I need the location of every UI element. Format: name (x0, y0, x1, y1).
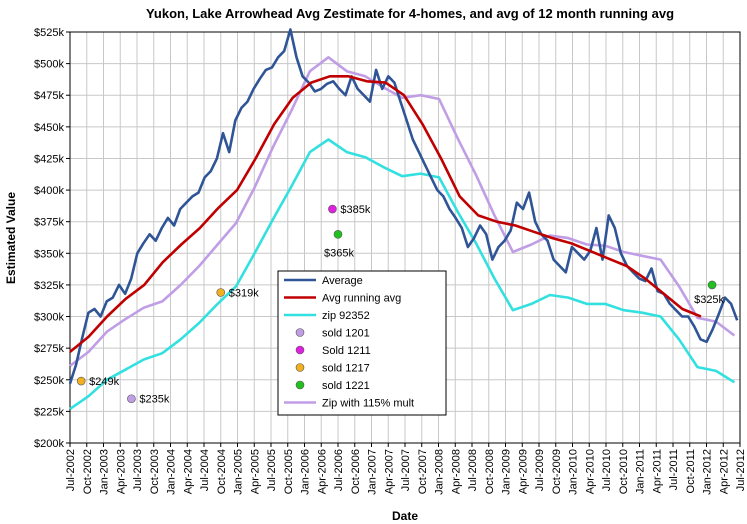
y-tick-label: $450k (34, 122, 64, 134)
x-tick-label: Jul-2004 (199, 449, 211, 491)
sold-point-label: $319k (229, 288, 259, 300)
chart-title: Yukon, Lake Arrowhead Avg Zestimate for … (146, 6, 674, 21)
x-tick-label: Oct-2005 (283, 449, 295, 494)
y-tick-label: $250k (34, 375, 64, 387)
sold-point-marker (127, 394, 136, 404)
sold-point-label: $249k (89, 376, 119, 388)
x-tick-label: Oct-2006 (350, 449, 362, 494)
x-tick-label: Oct-2010 (618, 449, 630, 494)
x-tick-label: Jul-2005 (266, 449, 278, 491)
sold-point-marker (216, 288, 226, 297)
legend: Average Avg running avg zip 92352 sold 1201… (277, 270, 447, 416)
y-tick-label: $275k (34, 343, 64, 355)
x-tick-label: Apr-2007 (383, 449, 395, 494)
x-tick-label: Jul-2002 (65, 449, 77, 491)
series-line-zip-92352 (69, 138, 736, 410)
x-tick-label: Jul-2006 (333, 449, 345, 491)
x-tick-label: Oct-2008 (484, 449, 496, 494)
y-tick-label: $350k (34, 248, 64, 260)
x-tick-label: Apr-2011 (651, 449, 663, 493)
legend-label: Sold 1211 (322, 345, 371, 357)
sold-point-label: $365k (324, 247, 354, 259)
x-tick-label: Apr-2012 (718, 449, 730, 494)
legend-label: Average (322, 275, 363, 287)
x-tick-label: Jan-2006 (300, 449, 312, 495)
x-tick-label: Jan-2011 (635, 449, 647, 494)
x-tick-label: Oct-2007 (417, 449, 429, 494)
series-line-avg-running-avg (69, 75, 702, 353)
y-tick-label: $300k (34, 312, 64, 324)
x-tick-label: Oct-2011 (685, 449, 697, 493)
x-axis-label: Date (392, 509, 418, 523)
x-tick-label: Apr-2009 (517, 449, 529, 494)
legend-label: sold 1201 (322, 328, 370, 340)
x-tick-label: Jan-2012 (702, 449, 714, 495)
series-line-average (68, 28, 739, 384)
x-tick-label: Oct-2004 (216, 449, 228, 494)
x-tick-label: Jul-2007 (400, 449, 412, 491)
sold-point-marker (333, 230, 343, 239)
x-tick-label: Jul-2010 (601, 449, 613, 491)
x-tick-label: Jul-2008 (467, 449, 479, 491)
x-tick-label: Apr-2008 (450, 449, 462, 494)
y-axis: $200k $225k $250k $275k $300k $325k $350k $375k… (34, 27, 70, 450)
y-tick-label: $425k (34, 153, 64, 165)
y-tick-label: $375k (34, 217, 64, 229)
sold-point-label: $385k (340, 204, 370, 216)
x-tick-label: Jan-2005 (233, 449, 245, 495)
x-tick-label: Oct-2002 (82, 449, 94, 494)
x-tick-label: Apr-2005 (249, 449, 261, 494)
y-tick-label: $400k (34, 185, 64, 197)
y-tick-label: $325k (34, 280, 64, 292)
x-tick-label: Jul-2011 (668, 449, 680, 490)
x-tick-label: Jan-2003 (99, 449, 111, 495)
legend-label: Avg running avg (322, 293, 401, 305)
sold-point-marker (328, 204, 337, 214)
x-tick-label: Jan-2007 (367, 449, 379, 495)
sold-points: $235k $385k $249k $319k $365k $325k (76, 204, 725, 406)
x-tick-label: Jul-2009 (534, 449, 546, 491)
x-tick-label: Oct-2003 (149, 449, 161, 494)
y-axis-label: Estimated Value (4, 192, 18, 284)
y-tick-label: $200k (34, 438, 64, 450)
x-tick-label: Apr-2006 (316, 449, 328, 494)
x-tick-label: Apr-2003 (115, 449, 127, 494)
x-tick-label: Apr-2010 (584, 449, 596, 494)
x-tick-label: Jan-2008 (434, 449, 446, 495)
x-tick-label: Jul-2003 (132, 449, 144, 491)
legend-label: sold 1221 (322, 380, 370, 392)
legend-swatch-dot (295, 345, 305, 355)
x-tick-label: Oct-2009 (551, 449, 563, 494)
legend-label: Zip with 115% mult (322, 398, 414, 410)
legend-swatch-dot (295, 328, 305, 337)
legend-box (277, 270, 447, 416)
series-lines (68, 28, 739, 410)
y-tick-label: $225k (34, 406, 64, 418)
y-tick-label: $500k (34, 59, 64, 71)
y-tick-label: $525k (34, 27, 64, 39)
legend-label: zip 92352 (322, 310, 370, 322)
series-line-zip-with-115-mult (69, 55, 736, 367)
legend-label: sold 1217 (322, 363, 370, 375)
sold-point-marker (76, 376, 86, 386)
x-tick-label: Jan-2009 (501, 449, 513, 495)
x-axis: Jul-2002 Oct-2002 Jan-2003 Apr-2003 Jul-2003… (65, 443, 747, 495)
x-tick-label: Jul-2012 (735, 449, 747, 491)
x-tick-label: Jan-2010 (568, 449, 580, 495)
sold-point-marker (707, 280, 717, 290)
sold-point-label: $235k (139, 394, 169, 406)
y-tick-label: $475k (34, 90, 64, 102)
sold-point-label: $325k (694, 294, 724, 306)
x-tick-label: Jan-2004 (166, 449, 178, 495)
legend-swatch-dot (295, 363, 305, 372)
legend-swatch-dot (295, 380, 305, 390)
x-tick-label: Apr-2004 (182, 449, 194, 494)
